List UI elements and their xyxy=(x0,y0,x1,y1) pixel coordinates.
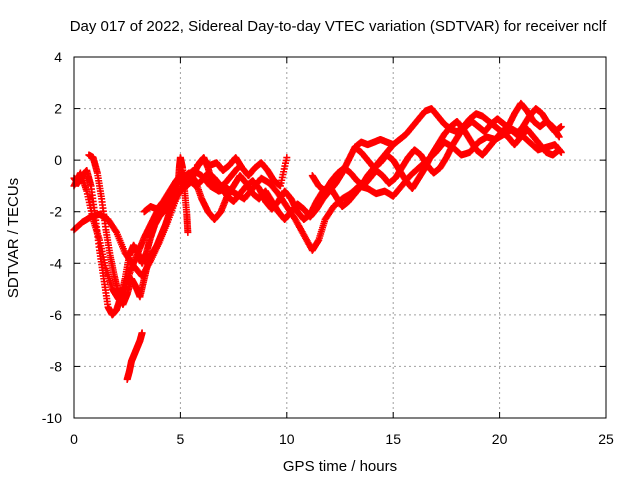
series-track-3 xyxy=(85,151,242,309)
data-point-marker xyxy=(138,329,146,337)
y-tick-label: -6 xyxy=(50,307,63,323)
y-tick-label: -2 xyxy=(50,204,63,220)
y-tick-label: 4 xyxy=(54,49,62,65)
x-tick-label: 25 xyxy=(598,431,614,447)
plot-frame xyxy=(73,56,607,419)
series-track-5 xyxy=(123,329,146,383)
series-track-10 xyxy=(351,117,563,193)
chart-title: Day 017 of 2022, Sidereal Day-to-day VTE… xyxy=(70,18,607,35)
y-tick-label: -4 xyxy=(50,255,63,271)
x-tick-label: 20 xyxy=(492,431,508,447)
series-track-9 xyxy=(308,105,565,195)
data-point-marker xyxy=(555,133,563,141)
x-tick-label: 10 xyxy=(279,431,295,447)
y-tick-label: -8 xyxy=(50,358,63,374)
x-tick-label: 5 xyxy=(177,431,185,447)
data-point-marker xyxy=(555,146,563,154)
y-tick-label: 2 xyxy=(54,101,62,117)
x-tick-label: 15 xyxy=(385,431,401,447)
series-track-8 xyxy=(193,154,291,190)
data-point-marker xyxy=(389,141,397,149)
axis-ticks: 0 5 10 15 20 25 -10 -8 -6 -4 -2 0 2 4 xyxy=(42,49,614,447)
data-point-marker xyxy=(184,228,192,236)
data-point-marker xyxy=(557,123,565,131)
x-tick-label: 0 xyxy=(70,431,78,447)
y-tick-label: -10 xyxy=(42,410,62,426)
data-marks xyxy=(70,99,565,383)
data-point-marker xyxy=(283,154,291,162)
y-axis-title: SDTVAR / TECUs xyxy=(5,178,22,298)
y-tick-label: 0 xyxy=(54,152,62,168)
x-axis-title: GPS time / hours xyxy=(283,458,397,475)
series-track-4 xyxy=(70,166,180,319)
